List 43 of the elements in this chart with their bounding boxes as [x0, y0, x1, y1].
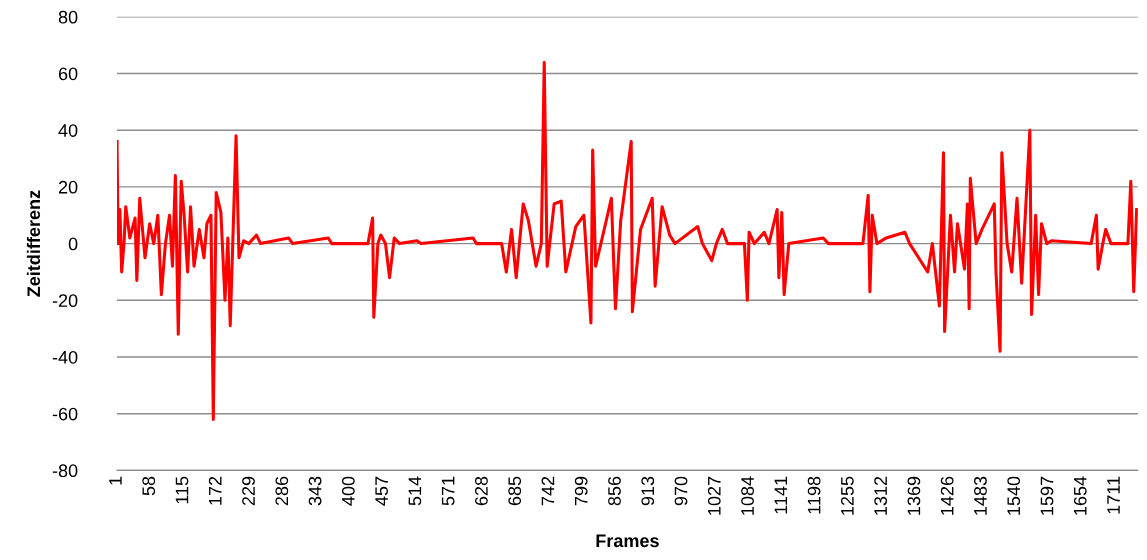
x-tick-label: 58 — [142, 476, 156, 496]
x-tick-label: 1255 — [840, 476, 854, 515]
x-tick-label: 1198 — [807, 476, 821, 514]
x-tick-label: 1369 — [907, 476, 921, 515]
x-tick-label: 457 — [375, 476, 388, 506]
x-tick-label: 1711 — [1107, 476, 1120, 514]
x-tick-label: 1597 — [1040, 476, 1054, 515]
x-tick-label: 856 — [608, 476, 621, 506]
x-tick-label: 628 — [475, 476, 488, 506]
x-tick-label: 229 — [242, 476, 255, 506]
x-tick-label: 1141 — [774, 476, 788, 514]
x-tick-label: 400 — [341, 476, 355, 506]
x-tick-label: 1540 — [1007, 476, 1021, 515]
y-tick-label: 40 — [58, 124, 78, 137]
x-tick-label: 286 — [275, 476, 289, 506]
y-tick-label: 20 — [58, 180, 78, 194]
x-tick-label: 1312 — [874, 476, 888, 515]
x-tick-label: 343 — [308, 476, 322, 506]
x-tick-label: 799 — [574, 476, 588, 506]
y-axis-title: Zeitdifferenz — [26, 190, 41, 297]
x-tick-label: 1483 — [974, 476, 987, 515]
x-tick-label: 172 — [208, 476, 222, 505]
y-tick-label: 0 — [68, 237, 78, 251]
y-tick-label: 60 — [58, 67, 78, 81]
x-tick-label: 970 — [674, 476, 688, 506]
x-tick-label: 1084 — [741, 476, 754, 515]
x-tick-label: 742 — [541, 476, 555, 506]
y-tick-label: 80 — [58, 10, 78, 24]
x-tick-label: 514 — [408, 476, 422, 506]
x-tick-label: 1426 — [940, 476, 954, 515]
x-tick-label: 571 — [441, 476, 455, 506]
x-tick-label: 685 — [508, 476, 522, 506]
x-tick-label: 1 — [109, 476, 122, 485]
y-tick-label: -20 — [52, 294, 78, 308]
y-tick-label: -40 — [52, 350, 78, 364]
line-series — [116, 60, 1138, 421]
x-tick-label: 913 — [641, 476, 655, 506]
y-tick-label: -80 — [52, 464, 78, 478]
y-tick-label: -60 — [52, 407, 78, 421]
x-tick-label: 1654 — [1073, 476, 1087, 515]
x-tick-label: 115 — [175, 476, 189, 504]
x-tick-label: 1027 — [707, 476, 721, 515]
x-axis-title: Frames — [596, 534, 659, 548]
